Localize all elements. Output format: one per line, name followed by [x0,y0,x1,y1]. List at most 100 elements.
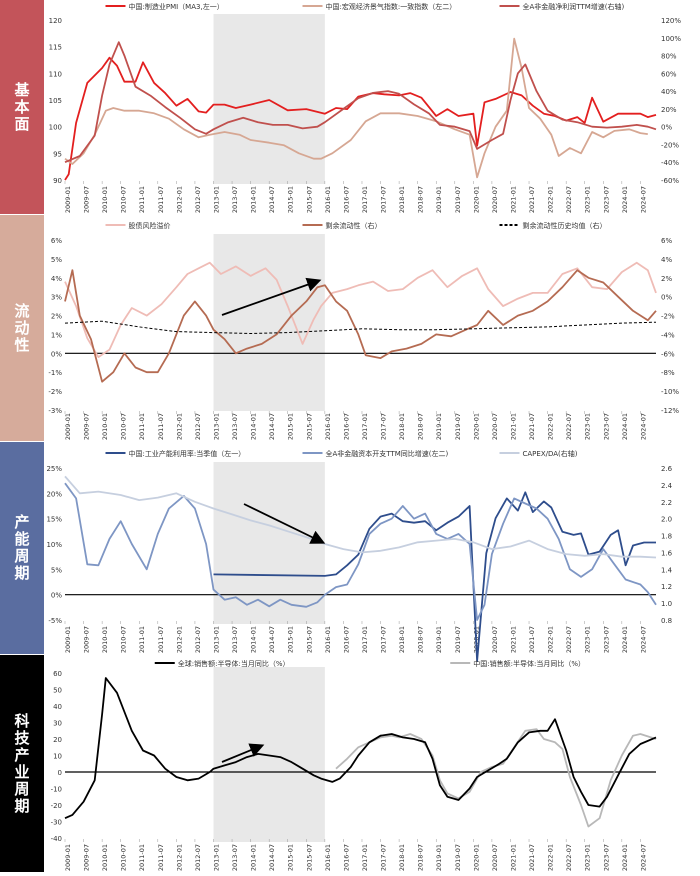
y-left-tick: -30 [51,819,62,827]
x-tick-label: 2011-01 [138,844,146,871]
x-tick-label: 2017-01 [361,626,369,653]
y-left-tick: 3% [51,294,62,302]
x-tick-label: 2009-01 [64,186,72,213]
x-tick-label: 2015-07 [305,413,313,440]
y-right-tick: 2.0 [661,516,672,524]
panel-3-band-label: 产能周期 [14,513,30,582]
x-tick-label: 2019-01 [435,413,443,440]
series-line-2 [64,37,648,179]
y-left2-tick: 100 [49,124,62,132]
y-left-tick: -2% [48,388,62,396]
x-tick-label: 2011-01 [138,626,146,653]
y-left2-tick: 115 [49,44,62,52]
x-tick-label: 2017-07 [380,626,388,653]
legend-label: 中国:工业产能利用率:当季值（左一） [129,449,246,458]
x-tick-label: 2023-07 [602,626,610,653]
x-tick-label: 2021-01 [509,844,517,871]
x-tick-label: 2009-01 [64,844,72,871]
series-line-3 [64,475,657,559]
x-tick-label: 2024-01 [621,844,629,871]
panel-3: 中国:工业产能利用率:当季值（左一） 全A非金融资本开支TTM同比增速(左二) CA… [31,449,673,662]
x-tick-label: 2021-01 [509,413,517,440]
x-tick-label: 2021-01 [509,186,517,213]
panel-4: 全球:销售额:半导体:当月同比（%） 中国:销售额:半导体:当月同比（%） 60 50… [51,659,657,871]
x-tick-label: 2023-07 [602,186,610,213]
y-right-tick: 0% [661,124,672,132]
y-right-tick: 40% [661,88,677,96]
x-tick-label: 2010-07 [120,186,128,213]
x-tick-label: 2010-01 [101,844,109,871]
x-tick-label: 2013-01 [212,844,220,871]
x-tick-label: 2012-01 [175,186,183,213]
y-left2-tick: 120 [49,17,62,25]
x-tick-label: 2009-07 [83,186,91,213]
x-tick-label: 2014-01 [250,186,258,213]
x-tick-label: 2016-07 [342,626,350,653]
y-left-tick: 20 [53,736,62,744]
y-left2-tick: 95 [53,150,62,158]
legend-label: 全A非金融净利润TTM增速(右轴) [523,2,625,11]
x-tick-label: 2012-07 [194,186,202,213]
x-tick-label: 2023-01 [584,413,592,440]
series-line-3 [64,320,657,334]
y-left-tick: -3% [48,407,62,415]
y-left2-tick: 20% [46,490,62,498]
y-left-tick: 30 [53,720,62,728]
x-tick-label: 2023-07 [602,844,610,871]
x-tick-label: 2020-01 [472,844,480,871]
x-tick-label: 2010-01 [101,626,109,653]
x-tick-label: 2022-07 [565,844,573,871]
x-tick-label: 2022-07 [565,626,573,653]
x-tick-label: 2013-07 [231,844,239,871]
x-tick-label: 2024-07 [639,186,647,213]
x-tick-label: 2017-01 [361,186,369,213]
arrow-liquidity [221,277,322,316]
x-tick-label: 2011-01 [138,186,146,213]
series-line-1 [213,491,656,662]
x-tick-label: 2009-07 [83,626,91,653]
x-tick-label: 2019-01 [435,844,443,871]
y-right-tick: 20% [661,106,677,114]
x-tick-label: 2018-01 [398,844,406,871]
shaded-region [213,14,325,184]
legend-label: 股债风险溢价 [129,221,171,230]
x-tick-label: 2016-07 [342,844,350,871]
y-right-tick: -60% [661,177,679,185]
shaded-region [213,462,325,624]
y-right-tick: -10% [661,388,679,396]
x-tick-label: 2012-07 [194,844,202,871]
x-tick-label: 2012-01 [175,844,183,871]
y-right-tick: -4% [661,331,675,339]
y-left2-tick: -5% [48,617,62,625]
x-tick-label: 2021-07 [528,626,536,653]
panel-4-band: 科技产业周期 [0,655,44,872]
y-left2-tick: 105 [49,97,62,105]
x-tick-label: 2019-07 [454,186,462,213]
x-tick-label: 2024-01 [621,186,629,213]
y-right-tick: 1.4 [661,566,673,574]
x-tick-label: 2015-01 [287,413,295,440]
legend-label: 全A非金融资本开支TTM同比增速(左二) [326,449,449,458]
series-line-3 [64,41,657,164]
y-left-tick: -10 [51,786,62,794]
x-tick-label: 2014-07 [268,413,276,440]
y-right-tick: 120% [661,17,681,25]
x-tick-label: 2020-07 [491,626,499,653]
x-tick-label: 2018-01 [398,413,406,440]
y-left2-tick: 10% [46,541,62,549]
y-left-tick: 40 [53,703,62,711]
x-tick-label: 2021-07 [528,413,536,440]
x-tick-label: 2022-01 [547,844,555,871]
y-right-tick: -40% [661,159,679,167]
x-tick-label: 2013-07 [231,413,239,440]
series-line-2 [64,677,657,820]
x-tick-label: 2015-01 [287,626,295,653]
y-right-tick: 100% [661,35,681,43]
x-tick-label: 2016-07 [342,186,350,213]
x-tick-label: 2019-01 [435,186,443,213]
y-left-tick: 0% [51,350,62,358]
series-line-2 [64,269,657,383]
arrow-tech [221,743,265,763]
